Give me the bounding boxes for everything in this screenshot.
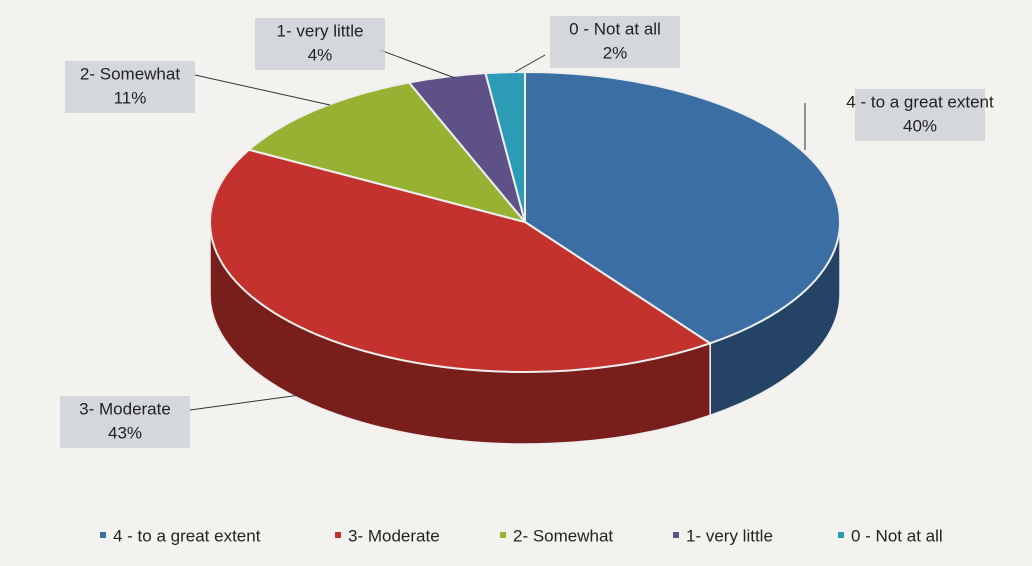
- leader-line: [189, 394, 301, 411]
- legend-label: 4 - to a great extent: [113, 526, 261, 545]
- label-box: [855, 89, 985, 141]
- label-box: [65, 61, 195, 113]
- legend-label: 1- very little: [686, 526, 773, 545]
- data-label-name: 3- Moderate: [79, 399, 171, 418]
- legend-swatch: [500, 532, 506, 538]
- slice: [484, 70, 526, 223]
- legend-swatch: [673, 532, 679, 538]
- legend-label: 3- Moderate: [348, 526, 440, 545]
- label-box: [60, 396, 190, 448]
- slice: [246, 81, 528, 224]
- legend-swatch: [100, 532, 106, 538]
- leader-line: [514, 54, 546, 73]
- legend-label: 0 - Not at all: [851, 526, 943, 545]
- data-label: 40%: [903, 116, 937, 135]
- legend-swatch: [335, 532, 341, 538]
- label-box: [550, 16, 680, 68]
- data-label-name: 0 - Not at all: [569, 19, 661, 38]
- data-label-name: 1- very little: [277, 21, 364, 40]
- data-label: 4%: [308, 45, 333, 64]
- slice: [524, 70, 841, 345]
- data-label: 43%: [108, 423, 142, 442]
- leader-line: [379, 49, 456, 79]
- label-box: [255, 18, 385, 70]
- legend-label: 2- Somewhat: [513, 526, 613, 545]
- data-label: 2%: [603, 43, 628, 62]
- slice: [209, 148, 713, 373]
- data-label-name: 2- Somewhat: [80, 64, 180, 83]
- data-label-name: 4 - to a great extent: [846, 92, 994, 111]
- legend-swatch: [838, 532, 844, 538]
- leader-line: [194, 74, 331, 106]
- data-label: 11%: [114, 88, 147, 107]
